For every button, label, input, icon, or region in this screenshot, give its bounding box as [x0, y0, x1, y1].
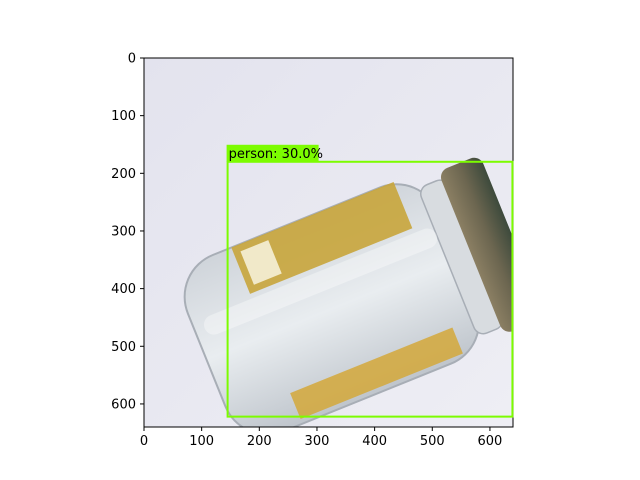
- jar-highlight: [203, 228, 438, 335]
- x-tick-label: 100: [189, 434, 214, 449]
- x-tick-label: 0: [140, 434, 148, 449]
- mason-jar: [183, 157, 513, 427]
- photo: [144, 58, 513, 427]
- axis-ticks: 0 100 200 300 400 500 600 0 100 200 300 400 500 600: [111, 52, 502, 450]
- y-tick-label: 300: [111, 224, 136, 239]
- y-tick-label: 600: [111, 397, 136, 412]
- x-tick-label: 600: [478, 434, 503, 449]
- jar-label-bottom: [290, 327, 463, 420]
- y-tick-label: 200: [111, 167, 136, 182]
- detection-label-background: [226, 144, 319, 162]
- x-tick-label: 500: [420, 434, 445, 449]
- detection-box: [226, 160, 514, 418]
- x-tick-label: 300: [305, 434, 330, 449]
- detection-label: person: 30.0%: [229, 147, 323, 162]
- x-tick-label: 200: [247, 434, 272, 449]
- y-tick-label: 0: [128, 52, 136, 67]
- y-tick-label: 400: [111, 282, 136, 297]
- jar-lid: [440, 157, 513, 332]
- detections-layer: person: 30.0%: [226, 144, 514, 418]
- y-tick-label: 100: [111, 109, 136, 124]
- y-tick-label: 500: [111, 340, 136, 355]
- x-tick-label: 400: [362, 434, 387, 449]
- jar-label-barcode: [240, 240, 282, 285]
